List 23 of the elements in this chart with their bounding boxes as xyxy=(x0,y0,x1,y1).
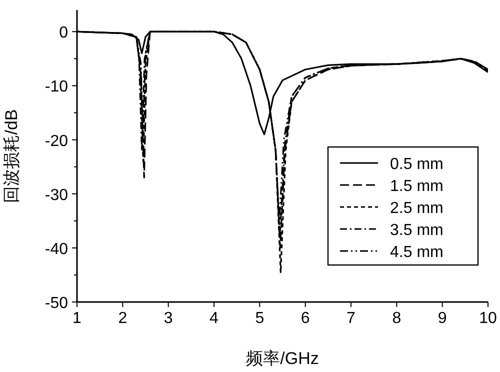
legend-label: 4.5 mm xyxy=(390,244,444,261)
legend-label: 3.5 mm xyxy=(390,222,444,239)
y-tick-label: -50 xyxy=(44,295,68,312)
legend-label: 0.5 mm xyxy=(390,156,444,173)
x-tick-label: 1 xyxy=(72,310,82,327)
x-tick-label: 2 xyxy=(118,310,128,327)
y-tick-label: -10 xyxy=(44,78,68,96)
x-tick-label: 5 xyxy=(255,310,264,327)
y-axis-title: 回波损耗/dB xyxy=(2,109,21,203)
x-tick-label: 7 xyxy=(346,310,356,327)
x-tick-label: 8 xyxy=(392,310,402,327)
y-tick-label: -20 xyxy=(44,132,68,150)
x-tick-label: 3 xyxy=(164,310,173,327)
legend-label: 1.5 mm xyxy=(390,178,444,195)
x-tick-label: 10 xyxy=(479,310,497,327)
legend-label: 2.5 mm xyxy=(390,200,444,217)
y-tick-label: -40 xyxy=(44,240,68,258)
x-tick-label: 6 xyxy=(300,310,310,327)
y-tick-label: 0 xyxy=(59,24,68,42)
y-tick-label: -30 xyxy=(44,186,68,204)
x-tick-label: 4 xyxy=(210,310,219,327)
x-tick-label: 9 xyxy=(438,310,447,327)
x-axis-title: 频率/GHz xyxy=(246,349,319,368)
